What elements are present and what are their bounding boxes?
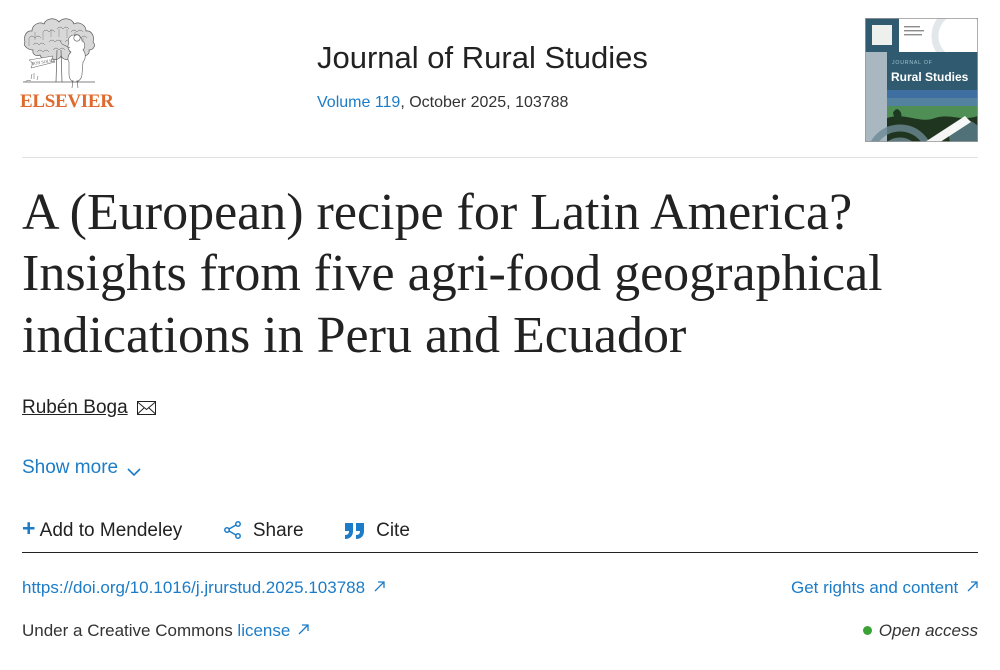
- svg-text:Rural Studies: Rural Studies: [891, 70, 969, 84]
- svg-text:JOURNAL OF: JOURNAL OF: [892, 60, 933, 66]
